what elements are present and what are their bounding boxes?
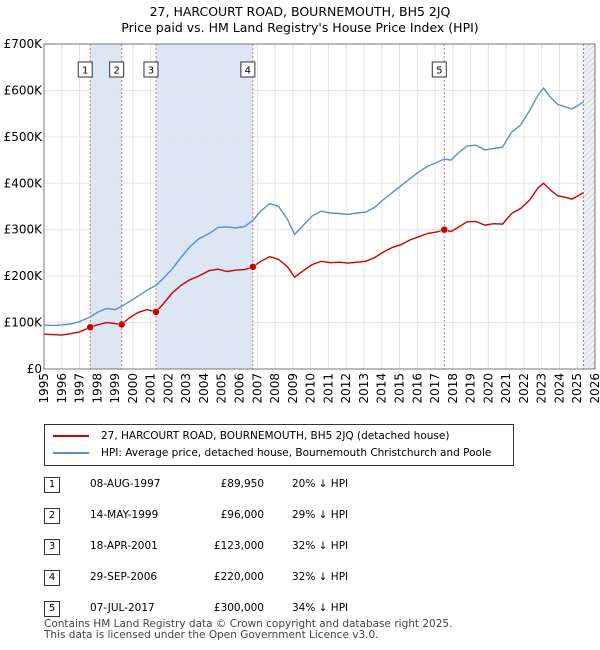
x-tick-label: 2024 [552,373,566,404]
sale-point [117,320,126,329]
row-hpi: 20% ↓ HPI [292,478,349,490]
sale-label: 4 [245,66,251,77]
row-price: £89,950 [220,478,264,490]
price-chart: 1 2 3 4 5 £0 £100K £200K £300K £400K £500K £600K £70… [4,37,600,404]
row-hpi: 34% ↓ HPI [292,602,349,614]
x-tick-label: 2020 [481,373,495,404]
footer-copyright: Contains HM Land Registry data © Crown c… [44,618,453,630]
sale-point [86,323,94,331]
x-tick-label: 2019 [464,373,478,404]
sale-point [152,308,160,316]
y-tick-label: £600K [4,83,44,97]
sale-label: 3 [148,66,154,77]
x-tick-label: 2022 [517,373,531,404]
future-hatch [583,44,595,369]
legend-swatch-property [53,435,89,437]
footer-licence: This data is licensed under the Open Gov… [44,629,379,641]
y-tick-label: £200K [4,269,44,283]
x-tick-label: 2018 [446,373,460,404]
row-price: £300,000 [213,602,264,614]
sale-label-box [77,61,93,78]
row-date: 18-APR-2001 [90,540,158,552]
legend-swatch-hpi [53,452,89,454]
sale-label-box [431,61,447,78]
x-tick-label: 2010 [304,373,318,404]
x-tick-label: 2003 [179,373,193,404]
table-row: 1 08-AUG-1997 £89,950 20% ↓ HPI [44,475,484,495]
row-number: 4 [44,570,60,586]
sale-label-box [143,61,159,78]
legend-label-property: 27, HARCOURT ROAD, BOURNEMOUTH, BH5 2JQ … [101,430,450,442]
legend-label-hpi: HPI: Average price, detached house, Bour… [101,447,492,459]
shaded-range [90,44,122,369]
x-tick-label: 2001 [144,373,158,404]
x-tick-label: 1998 [90,373,104,404]
x-tick-label: 2012 [339,373,353,404]
sale-point [440,225,449,234]
x-tick-label: 2017 [428,373,442,404]
x-tick-label: 2021 [499,373,513,404]
legend: 27, HARCOURT ROAD, BOURNEMOUTH, BH5 2JQ … [44,424,514,466]
y-tick-label: £400K [4,176,44,190]
row-price: £123,000 [213,540,264,552]
x-tick-label: 2023 [535,373,549,404]
x-tick-label: 2014 [375,373,389,404]
sale-label-box [240,61,256,78]
series-line-hpi [43,86,584,327]
plot-frame [43,43,596,370]
y-tick-label: £700K [4,37,44,51]
y-tick-label: £500K [4,130,44,144]
sale-label: 1 [82,66,88,77]
x-tick-label: 1997 [73,373,87,404]
row-hpi: 32% ↓ HPI [292,571,349,583]
x-tick-label: 2006 [233,373,247,404]
row-price: £220,000 [213,571,264,583]
table-row: 4 29-SEP-2006 £220,000 32% ↓ HPI [44,568,484,588]
row-price: £96,000 [220,509,264,521]
row-hpi: 32% ↓ HPI [292,540,349,552]
y-tick-label: £0 [27,362,42,376]
row-date: 29-SEP-2006 [90,571,158,583]
sale-label: 5 [436,66,442,77]
chart-subtitle: Price paid vs. HM Land Registry's House … [121,20,479,35]
x-tick-label: 2005 [215,373,229,404]
row-number: 2 [44,508,60,524]
table-row: 2 14-MAY-1999 £96,000 29% ↓ HPI [44,506,484,526]
plot-area [44,44,595,369]
x-tick-label: 1999 [108,373,122,404]
row-number: 5 [44,601,60,617]
x-tick-label: 2007 [250,373,264,404]
x-tick-label: 2026 [588,373,600,404]
y-tick-label: £300K [4,223,44,237]
x-tick-label: 2015 [392,373,406,404]
row-date: 14-MAY-1999 [90,509,159,521]
x-tick-label: 1995 [37,373,51,404]
series-line-property [43,182,584,336]
table-row: 3 18-APR-2001 £123,000 32% ↓ HPI [44,537,484,557]
row-date: 08-AUG-1997 [90,478,161,490]
y-tick-label: £100K [4,316,44,330]
x-tick-label: 2002 [161,373,175,404]
sale-label: 2 [113,66,119,77]
row-number: 1 [44,477,60,493]
footer: Contains HM Land Registry data © Crown c… [44,619,452,641]
row-hpi: 29% ↓ HPI [292,509,349,521]
table-row: 5 07-JUL-2017 £300,000 34% ↓ HPI [44,599,484,619]
sale-point [249,263,257,271]
x-tick-label: 2016 [410,373,424,404]
row-number: 3 [44,539,60,555]
x-tick-label: 2011 [321,373,335,404]
chart-title: 27, HARCOURT ROAD, BOURNEMOUTH, BH5 2JQ [149,4,451,19]
x-tick-label: 2009 [286,373,300,404]
row-date: 07-JUL-2017 [90,602,155,614]
x-tick-label: 2025 [570,373,584,404]
x-tick-label: 2013 [357,373,371,404]
x-tick-label: 1996 [55,373,69,404]
x-tick-label: 2008 [268,373,282,404]
x-tick-label: 2000 [126,373,140,404]
sale-label-box [109,61,125,78]
x-tick-label: 2004 [197,373,211,404]
